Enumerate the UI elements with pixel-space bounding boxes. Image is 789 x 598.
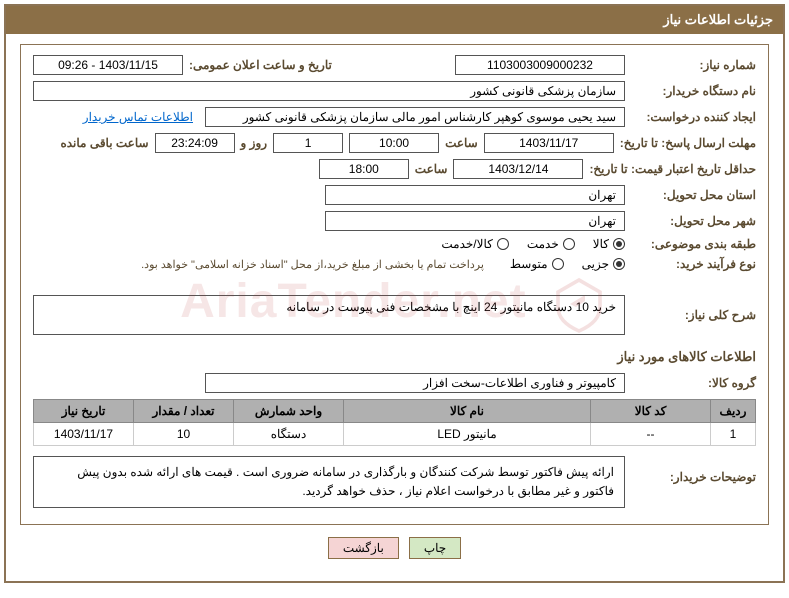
row-deadline: مهلت ارسال پاسخ: تا تاریخ: 1403/11/17 سا… [33,133,756,153]
panel-header: جزئیات اطلاعات نیاز [6,6,783,34]
announce-label: تاریخ و ساعت اعلان عمومی: [189,58,332,72]
back-button[interactable]: بازگشت [328,537,399,559]
purchase-note: پرداخت تمام یا بخشی از مبلغ خرید،از محل … [141,258,484,271]
row-requester: ایجاد کننده درخواست: سید یحیی موسوی کوهپ… [33,107,756,127]
goods-table: ردیف کد کالا نام کالا واحد شمارش تعداد /… [33,399,756,446]
radio-service-circle [563,238,575,250]
category-label: طبقه بندی موضوعی: [631,237,756,251]
radio-goods-service[interactable]: کالا/خدمت [441,237,508,251]
radio-service-label: خدمت [527,237,559,251]
row-buyer: نام دستگاه خریدار: سازمان پزشکی قانونی ک… [33,81,756,101]
radio-medium[interactable]: متوسط [510,257,564,271]
radio-partial-label: جزیی [582,257,609,271]
row-overview: شرح کلی نیاز: خرید 10 دستگاه مانیتور 24 … [33,295,756,335]
td-name: مانیتور LED [344,423,591,446]
remaining-time: 23:24:09 [155,133,235,153]
buyer-notes-label: توضیحات خریدار: [631,456,756,484]
deadline-date: 1403/11/17 [484,133,614,153]
deadline-time: 10:00 [349,133,439,153]
goods-group-value: کامپیوتر و فناوری اطلاعات-سخت افزار [205,373,625,393]
form-section: شماره نیاز: 1103003009000232 تاریخ و ساع… [20,44,769,525]
days-and-label: روز و [241,136,268,150]
validity-label: حداقل تاریخ اعتبار قیمت: تا تاریخ: [589,162,756,176]
th-name: نام کالا [344,400,591,423]
table-header-row: ردیف کد کالا نام کالا واحد شمارش تعداد /… [34,400,756,423]
overview-label: شرح کلی نیاز: [631,308,756,322]
ptype-label: نوع فرآیند خرید: [631,257,756,271]
th-qty: تعداد / مقدار [134,400,234,423]
panel-title: جزئیات اطلاعات نیاز [663,12,773,27]
radio-partial-circle [613,258,625,270]
buyer-label: نام دستگاه خریدار: [631,84,756,98]
main-panel: جزئیات اطلاعات نیاز شماره نیاز: 11030030… [4,4,785,583]
radio-goods[interactable]: کالا [593,237,625,251]
td-date: 1403/11/17 [34,423,134,446]
td-row: 1 [711,423,756,446]
radio-gs-label: کالا/خدمت [441,237,492,251]
radio-medium-label: متوسط [510,257,548,271]
td-code: -- [591,423,711,446]
radio-gs-circle [497,238,509,250]
overview-text: خرید 10 دستگاه مانیتور 24 اینچ با مشخصات… [33,295,625,335]
deadline-label: مهلت ارسال پاسخ: تا تاریخ: [620,136,756,150]
buyer-notes-text: ارائه پیش فاکتور توسط شرکت کنندگان و بار… [33,456,625,508]
goods-group-label: گروه کالا: [631,376,756,390]
row-need-no: شماره نیاز: 1103003009000232 تاریخ و ساع… [33,55,756,75]
th-code: کد کالا [591,400,711,423]
row-buyer-notes: توضیحات خریدار: ارائه پیش فاکتور توسط شر… [33,456,756,508]
buttons-row: چاپ بازگشت [20,525,769,567]
row-province: استان محل تحویل: تهران [33,185,756,205]
radio-medium-circle [552,258,564,270]
category-radios: کالا خدمت کالا/خدمت [441,237,625,251]
validity-time: 18:00 [319,159,409,179]
province-value: تهران [325,185,625,205]
panel-content: شماره نیاز: 1103003009000232 تاریخ و ساع… [6,34,783,581]
remaining-label: ساعت باقی مانده [60,136,148,150]
buyer-value: سازمان پزشکی قانونی کشور [33,81,625,101]
row-category: طبقه بندی موضوعی: کالا خدمت کالا/خدمت [33,237,756,251]
hour-label-1: ساعت [445,136,478,150]
th-row: ردیف [711,400,756,423]
ptype-radios: جزیی متوسط [510,257,625,271]
td-qty: 10 [134,423,234,446]
radio-goods-circle [613,238,625,250]
print-button[interactable]: چاپ [409,537,461,559]
th-unit: واحد شمارش [234,400,344,423]
row-city: شهر محل تحویل: تهران [33,211,756,231]
radio-goods-label: کالا [593,237,609,251]
requester-value: سید یحیی موسوی کوهپر کارشناس امور مالی س… [205,107,625,127]
requester-label: ایجاد کننده درخواست: [631,110,756,124]
row-goods-group: گروه کالا: کامپیوتر و فناوری اطلاعات-سخت… [33,373,756,393]
hour-label-2: ساعت [415,162,448,176]
contact-link[interactable]: اطلاعات تماس خریدار [83,110,193,124]
goods-section-title: اطلاعات کالاهای مورد نیاز [33,349,756,365]
row-validity: حداقل تاریخ اعتبار قیمت: تا تاریخ: 1403/… [33,159,756,179]
need-no-label: شماره نیاز: [631,58,756,72]
row-purchase-type: نوع فرآیند خرید: جزیی متوسط پرداخت تمام … [33,257,756,271]
days-value: 1 [273,133,343,153]
td-unit: دستگاه [234,423,344,446]
radio-partial[interactable]: جزیی [582,257,625,271]
province-label: استان محل تحویل: [631,188,756,202]
th-date: تاریخ نیاز [34,400,134,423]
radio-service[interactable]: خدمت [527,237,575,251]
city-value: تهران [325,211,625,231]
table-row: 1 -- مانیتور LED دستگاه 10 1403/11/17 [34,423,756,446]
need-no-value: 1103003009000232 [455,55,625,75]
announce-value: 1403/11/15 - 09:26 [33,55,183,75]
validity-date: 1403/12/14 [453,159,583,179]
city-label: شهر محل تحویل: [631,214,756,228]
